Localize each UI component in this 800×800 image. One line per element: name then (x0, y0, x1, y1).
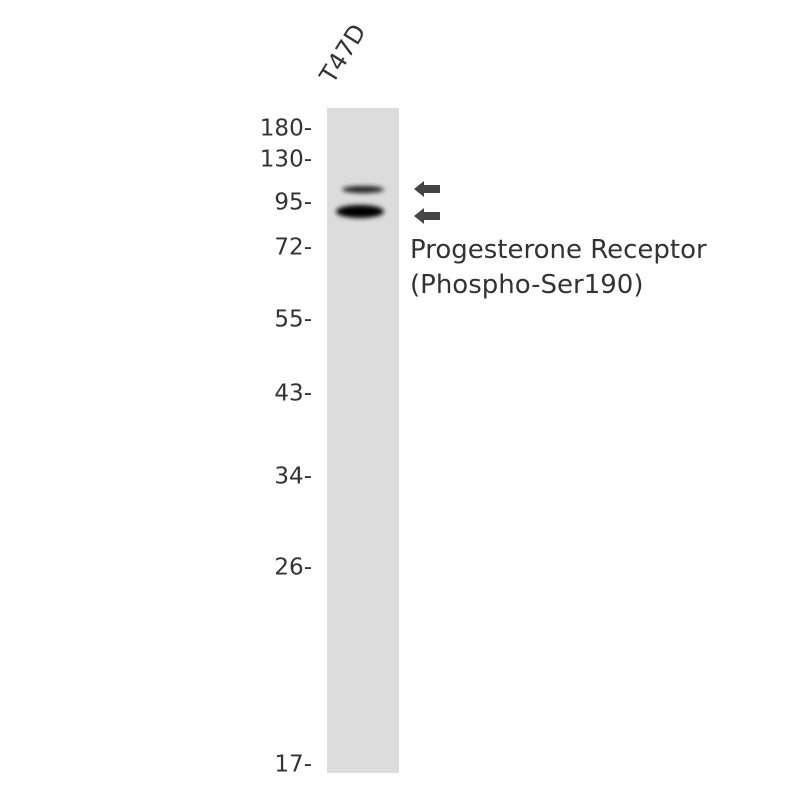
marker-43: 43- (274, 380, 312, 407)
marker-55: 55- (274, 306, 312, 333)
band-upper (342, 186, 384, 193)
marker-34: 34- (274, 463, 312, 490)
marker-72: 72- (274, 234, 312, 261)
marker-17: 17- (274, 751, 312, 778)
target-label: Progesterone Receptor (Phospho-Ser190) (410, 233, 707, 303)
marker-26: 26- (274, 554, 312, 581)
target-name: Progesterone Receptor (410, 235, 707, 265)
marker-95: 95- (274, 189, 312, 216)
blot-lane (327, 108, 399, 773)
marker-180: 180- (259, 115, 312, 142)
arrow-left-icon (414, 181, 440, 197)
marker-130: 130- (259, 146, 312, 173)
target-modification: (Phospho-Ser190) (410, 270, 644, 300)
arrow-left-icon (414, 208, 440, 224)
lane-label: T47D (314, 19, 372, 88)
band-lower (336, 205, 384, 218)
